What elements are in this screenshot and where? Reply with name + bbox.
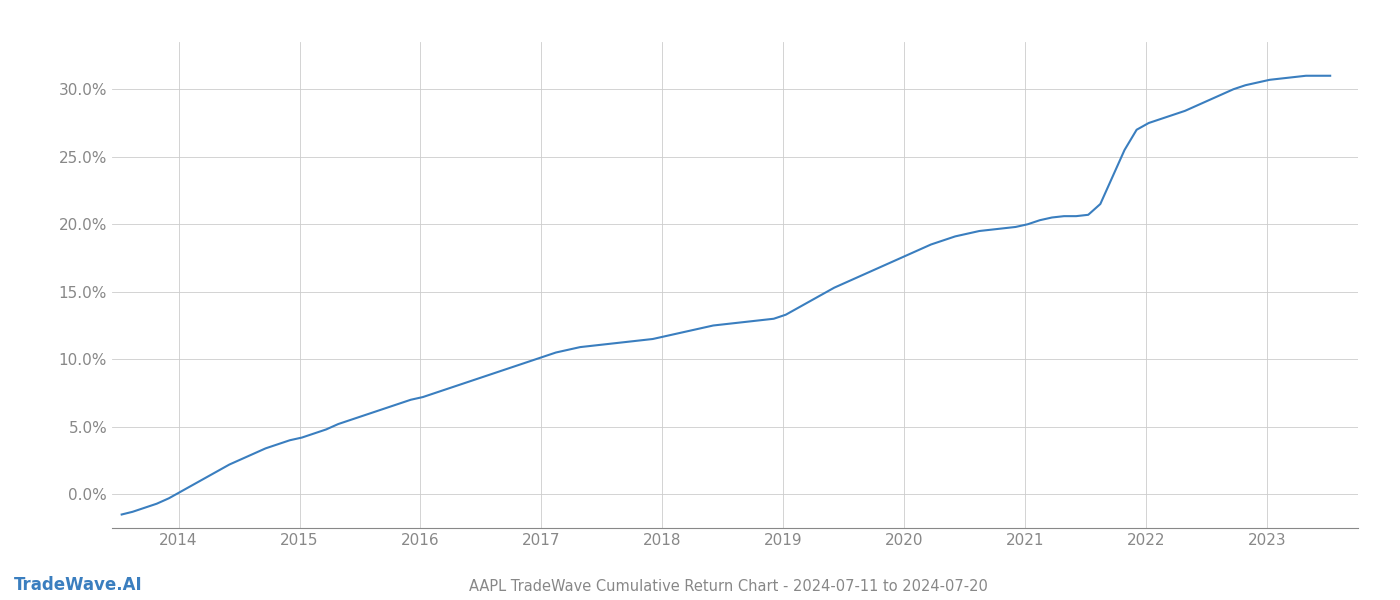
Text: TradeWave.AI: TradeWave.AI (14, 576, 143, 594)
Text: AAPL TradeWave Cumulative Return Chart - 2024-07-11 to 2024-07-20: AAPL TradeWave Cumulative Return Chart -… (469, 579, 987, 594)
